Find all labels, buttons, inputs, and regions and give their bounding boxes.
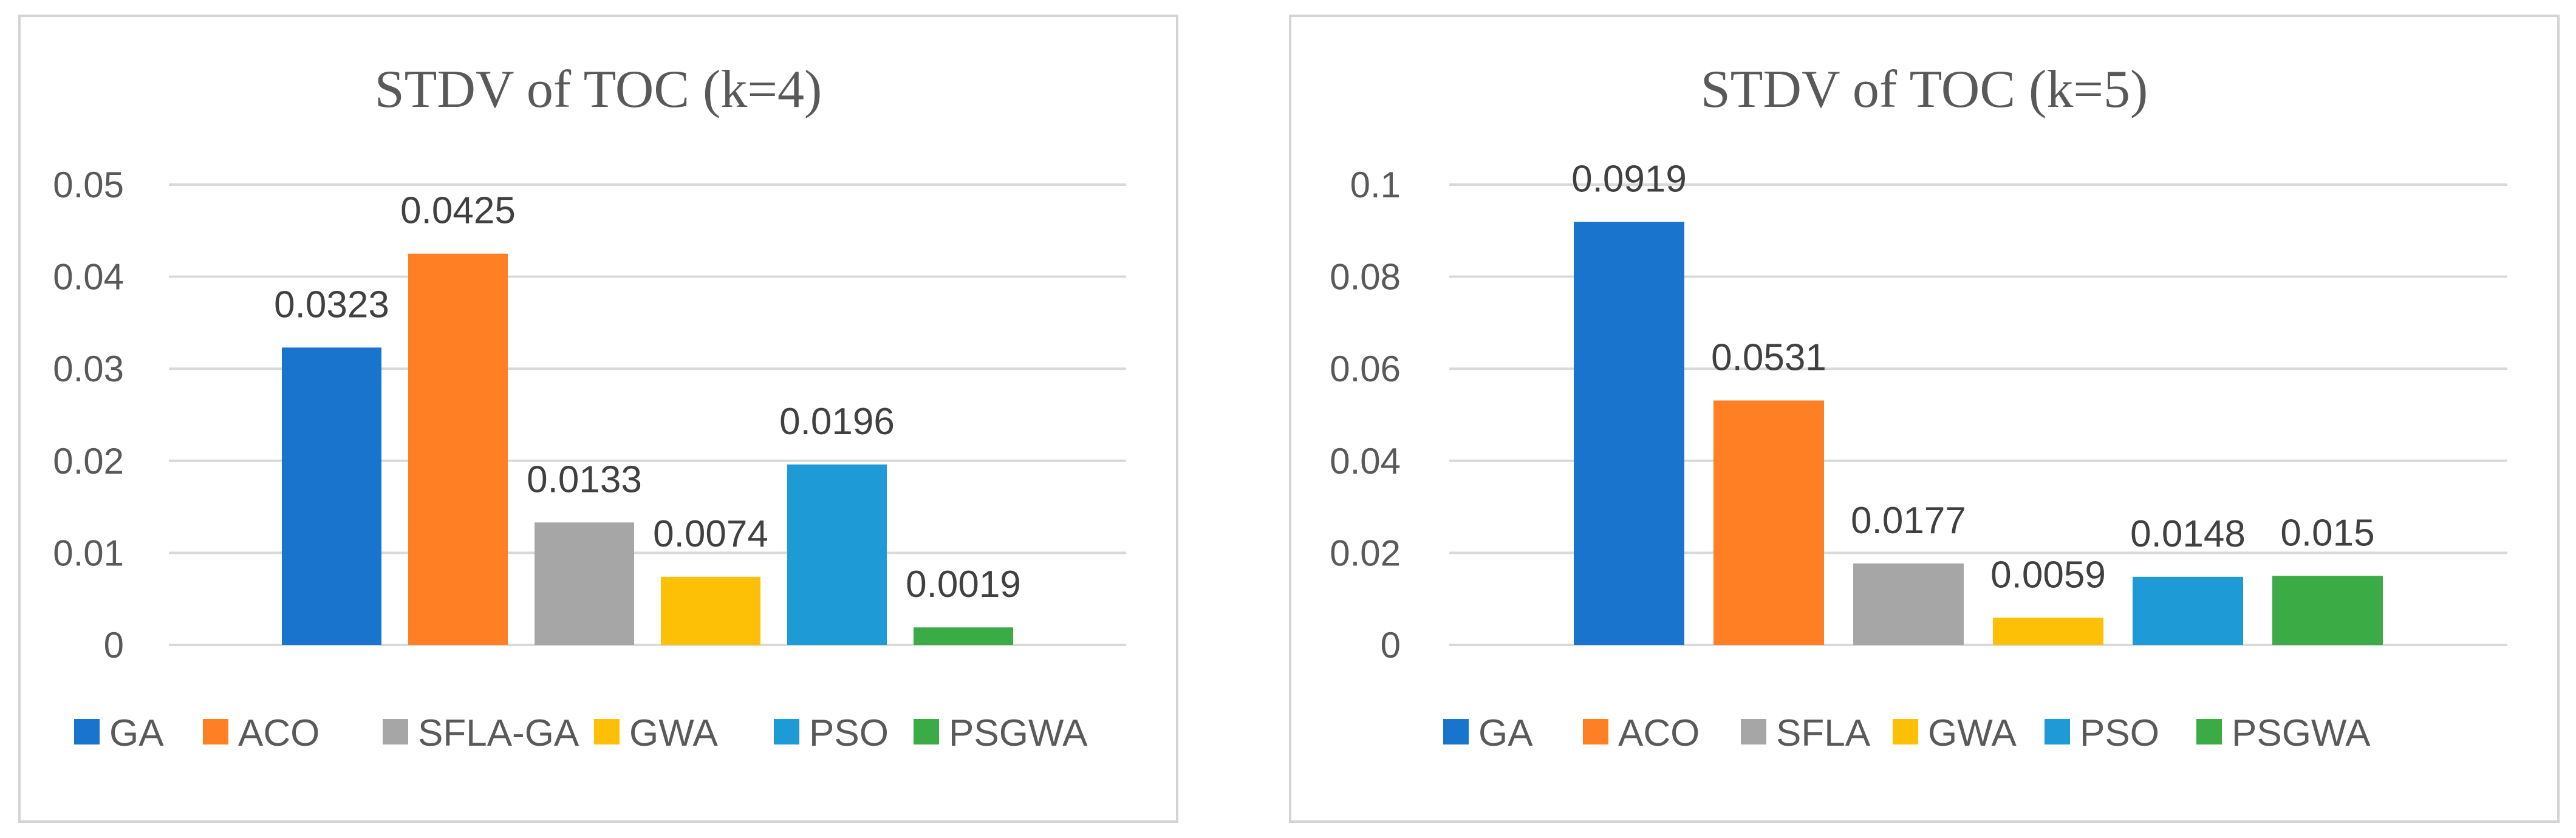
- bar-sfla-ga: [535, 522, 634, 645]
- y-tick-label: 0.1: [1350, 165, 1401, 205]
- data-label: 0.0919: [1571, 158, 1687, 200]
- data-label: 0.0019: [906, 564, 1021, 605]
- legend-swatch: [1583, 719, 1608, 744]
- bar-gwa: [661, 576, 760, 645]
- bar-sfla: [1853, 563, 1964, 645]
- data-label: 0.0425: [400, 190, 516, 232]
- y-tick-label: 0.04: [53, 257, 124, 298]
- legend-swatch: [1893, 719, 1918, 744]
- legend-swatch: [1741, 719, 1766, 744]
- legend-swatch: [2045, 719, 2070, 744]
- bar-pso: [787, 464, 887, 645]
- bar-ga: [1574, 222, 1684, 645]
- legend-swatch: [383, 719, 408, 744]
- legend-label: PSO: [2080, 712, 2159, 754]
- legend-swatch: [1443, 719, 1469, 744]
- legend-swatch: [914, 719, 939, 744]
- bar-psgwa: [2272, 576, 2383, 645]
- y-tick-label: 0.03: [53, 349, 124, 389]
- y-tick-label: 0: [1381, 625, 1401, 666]
- y-tick-label: 0.04: [1330, 441, 1401, 482]
- legend-label: SFLA-GA: [418, 712, 579, 754]
- legend-label: GA: [109, 712, 164, 754]
- y-tick-label: 0.06: [1330, 349, 1401, 389]
- chart-panel-k5: STDV of TOC (k=5) 0 0.02 0.04 0.06 0.08 0.1 0.…: [1289, 15, 2560, 823]
- legend-label: PSGWA: [2232, 712, 2371, 754]
- data-label: 0.0133: [527, 458, 642, 500]
- y-tick-label: 0.08: [1330, 257, 1401, 298]
- y-tick-label: 0.01: [53, 533, 124, 573]
- y-tick-label: 0.02: [1330, 533, 1401, 573]
- legend-label: GWA: [1928, 712, 2017, 754]
- legend-swatch: [774, 719, 799, 744]
- data-label: 0.0074: [653, 513, 768, 555]
- data-label: 0.0059: [1990, 554, 2106, 596]
- bar-psgwa: [914, 627, 1013, 645]
- legend-swatch: [594, 719, 620, 744]
- legend-label: GWA: [629, 712, 718, 754]
- bar-chart-k5: STDV of TOC (k=5) 0 0.02 0.04 0.06 0.08 0.1 0.…: [1330, 60, 2507, 754]
- legend-label: GA: [1478, 712, 1533, 754]
- data-label: 0.0323: [274, 284, 389, 325]
- chart-title: STDV of TOC (k=4): [375, 60, 822, 119]
- chart-panel-k4: STDV of TOC (k=4) 0 0.01 0.02 0.03 0.04 0.05 0…: [18, 15, 1178, 823]
- legend-label: ACO: [238, 712, 319, 754]
- data-label: 0.0531: [1711, 337, 1826, 379]
- legend-swatch: [203, 719, 228, 744]
- data-label: 0.0196: [779, 401, 895, 443]
- y-tick-label: 0.05: [53, 165, 124, 205]
- data-label: 0.0148: [2130, 513, 2246, 555]
- chart-title: STDV of TOC (k=5): [1701, 60, 2148, 119]
- legend-label: ACO: [1618, 712, 1700, 754]
- legend-label: PSGWA: [949, 712, 1088, 754]
- data-label: 0.0177: [1851, 500, 1966, 542]
- bar-pso: [2133, 576, 2243, 645]
- data-label: 0.015: [2280, 512, 2374, 554]
- bar-ga: [282, 347, 381, 645]
- legend-swatch: [2196, 719, 2222, 744]
- legend-swatch: [74, 719, 100, 744]
- bar-gwa: [1993, 618, 2103, 645]
- y-tick-label: 0: [104, 625, 124, 666]
- y-tick-label: 0.02: [53, 441, 124, 482]
- bar-chart-k4: STDV of TOC (k=4) 0 0.01 0.02 0.03 0.04 0.05 0…: [53, 60, 1126, 754]
- legend-label: PSO: [809, 712, 889, 754]
- bar-aco: [408, 253, 508, 645]
- legend-label: SFLA: [1776, 712, 1871, 754]
- bar-aco: [1713, 400, 1824, 645]
